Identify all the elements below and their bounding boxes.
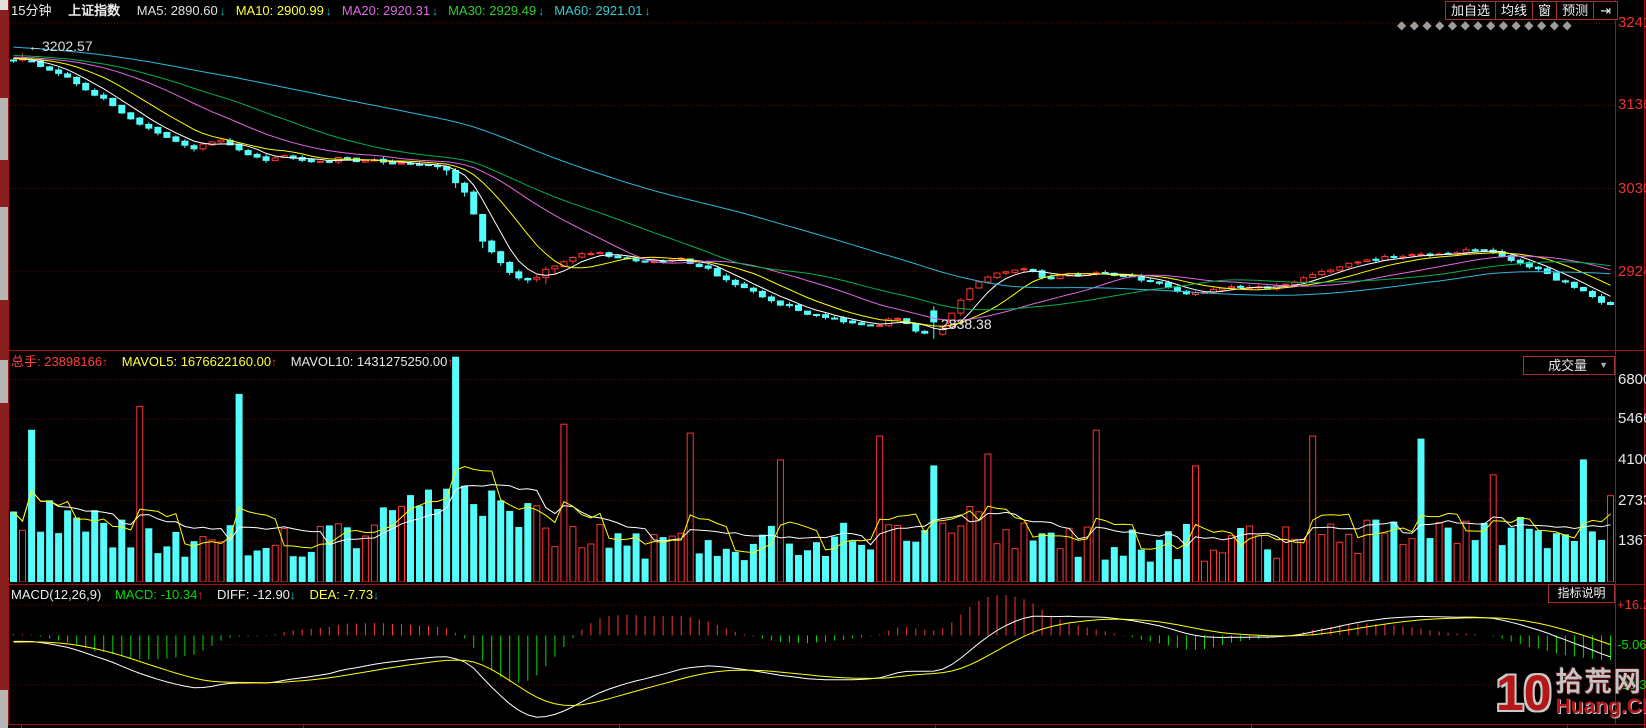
chevron-down-icon: ▼ [1599,360,1608,370]
window-edge-strip [0,0,8,728]
toolbar-button[interactable]: 预测 [1556,1,1595,20]
watermark-number: 10 [1496,665,1552,721]
up-arrow-icon: ↑ [102,355,109,369]
ma-indicator-list: MA5: 2890.60 ↓ MA10: 2900.99 ↓ MA20: 2920.31… [137,3,661,18]
edge-strip-segment [0,403,8,690]
collapse-panel-icon[interactable]: ⇥ [1593,1,1618,20]
down-arrow-icon: ↓ [538,4,545,18]
edge-strip-segment [0,300,8,360]
down-arrow-icon: ↓ [432,4,439,18]
mavol5-value: MAVOL5: 1676622160.00↑ [121,354,278,369]
ma-indicator-value: MA60: 2921.01 [554,3,643,18]
volume-bars [10,356,1614,582]
symbol-label: 上证指数 [68,3,121,18]
edge-strip-segment [0,690,8,728]
mavol10-value: MAVOL10: 1431275250.00↑ [290,354,454,369]
dropdown-label: 成交量 [1548,358,1588,373]
main-chart-header: 15分钟 上证指数 MA5: 2890.60 ↓ MA10: 2900.99 ↓ MA2… [11,1,660,21]
edge-strip-segment [0,207,8,300]
panel-frame [8,0,1645,728]
volume-axis-label: 6800 [1618,371,1646,388]
toolbar-button[interactable]: 窗 [1532,1,1558,20]
price-axis-label: 3030 [1618,180,1646,197]
signal-diamonds: ◆◆◆◆◆◆◆◆◆◆◆◆◆◆ [1397,18,1576,32]
volume-axis-label: 5466 [1618,410,1646,427]
up-arrow-icon: ↑ [447,355,454,369]
period-label[interactable]: 15分钟 [11,3,52,18]
price-axis-label: 2924 [1618,263,1646,280]
edge-strip-segment [0,98,8,160]
ma-indicator-value: MA5: 2890.60 [136,3,218,18]
up-arrow-icon: ↑ [197,588,204,602]
indicator-help-button[interactable]: 指标说明 [1548,584,1615,603]
toolbar-button[interactable]: 加自选 [1445,1,1497,20]
macd-value: MACD: -10.34↑ [114,587,204,602]
down-arrow-icon: ↓ [373,588,380,602]
macd-params-label: MACD(12,26,9) [11,587,102,602]
ma-indicator-value: MA20: 2920.31 [341,3,431,18]
volume-axis-label: 4100 [1618,451,1646,468]
ma-indicator-value: MA10: 2900.99 [235,3,324,18]
down-arrow-icon: ↓ [644,4,651,18]
up-arrow-icon: ↑ [271,355,278,369]
left-arrow-icon: ← [28,38,42,54]
edge-strip-segment [0,160,8,207]
macd-histogram [13,595,1611,683]
price-axis-label: 3241 [1618,14,1646,31]
macd-lines [13,615,1611,718]
watermark-logo: 10 拾荒网 Huang.CN [1496,668,1646,718]
volume-axis-label: 2733 [1618,492,1646,509]
macd-axis-label: +16.2 [1617,597,1646,612]
total-volume-value: 总手: 23898166↑ [11,354,109,369]
ma-indicator-value: MA30: 2929.49 [448,3,537,18]
edge-strip-segment [0,0,8,10]
low-price-annotation: 2838.38 [941,316,992,332]
down-arrow-icon: ↓ [325,4,332,18]
edge-strip-segment [0,360,8,403]
chart-toolbar: 加自选 均线窗预测 ⇥ [1445,1,1618,20]
edge-strip-segment [0,10,8,98]
down-arrow-icon: ↓ [289,588,296,602]
candlestick-series [10,53,1614,339]
mavol-lines [13,465,1611,554]
volume-axis-label: 1367 [1618,532,1646,549]
toolbar-button[interactable]: 均线 [1495,1,1534,20]
macd-axis-label: -26.3 [1617,677,1646,692]
down-arrow-icon: ↓ [219,4,226,18]
watermark-site-cn: 拾荒网 [1555,666,1643,697]
macd-axis-label: -5.06 [1617,637,1646,652]
watermark-site-en: Huang.CN [1555,694,1646,718]
diff-value: DIFF: -12.90↓ [216,587,296,602]
grid-lines [9,22,1615,686]
high-price-annotation: ←3202.57 [28,38,93,54]
dea-value: DEA: -7.73↓ [309,587,380,602]
ma-lines [13,46,1611,331]
macd-panel-header: MACD(12,26,9) MACD: -10.34↑ DIFF: -12.90… [11,586,389,604]
volume-panel-header: 总手: 23898166↑ MAVOL5: 1676622160.00↑ MAV… [11,352,463,371]
volume-indicator-dropdown[interactable]: 成交量 ▼ [1523,356,1615,375]
